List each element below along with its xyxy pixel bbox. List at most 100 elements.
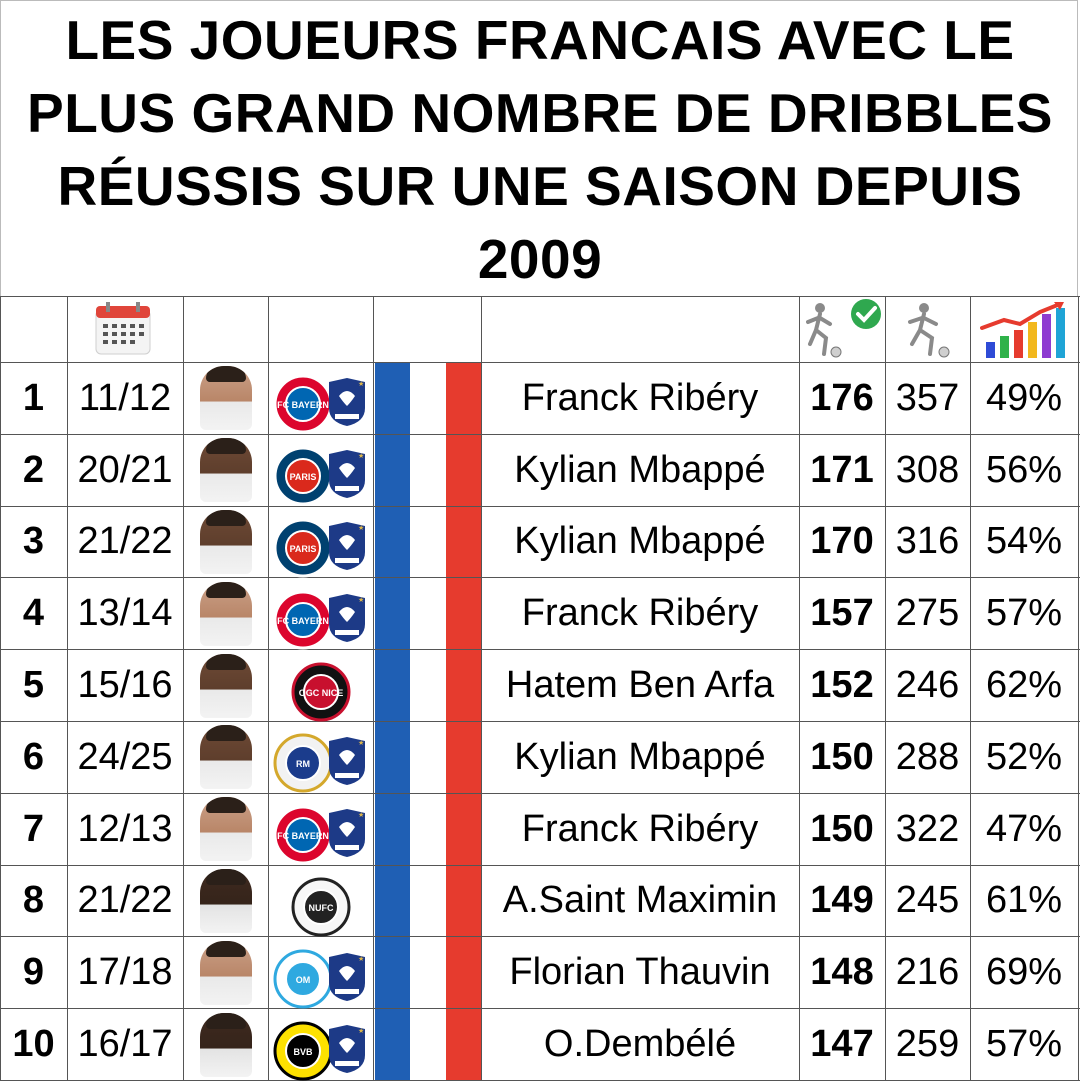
success-rate-cell: 61% (985, 879, 1063, 922)
attempted-dribbles-cell: 275 (895, 592, 960, 635)
real-madrid-logo-icon: RM (273, 733, 333, 793)
success-rate-cell: 57% (985, 1023, 1063, 1066)
successful-dribbles-cell: 150 (810, 807, 874, 850)
attempted-dribbles-cell: 357 (895, 376, 960, 419)
player-photo-cell (183, 363, 268, 434)
rank-cell: 5 (22, 664, 45, 707)
attempted-dribbles-cell: 246 (895, 664, 960, 707)
france-team-logo-icon: ★ (327, 448, 367, 500)
psg-logo-icon: PARIS (273, 446, 333, 506)
club-logo-cell: FC BAYERN ★ (268, 578, 373, 650)
bayern-munich-logo-icon: FC BAYERN (273, 374, 333, 434)
grid-row-line (0, 506, 1080, 507)
grid-row-line (0, 296, 1080, 297)
logo-group: OGC NICE (271, 656, 371, 722)
grid-column-line (373, 296, 374, 1080)
player-photo-cell (183, 722, 268, 793)
success-rate-cell: 49% (985, 376, 1063, 419)
france-team-logo-icon: ★ (327, 735, 367, 787)
successful-dribbles-cell: 150 (810, 735, 874, 778)
france-team-logo-icon: ★ (327, 520, 367, 572)
player-photo-cell (183, 435, 268, 506)
club-logo-cell: PARIS ★ (268, 435, 373, 506)
player-photo (199, 581, 252, 646)
grid-column-line (885, 296, 886, 1080)
rank-cell: 9 (22, 951, 45, 994)
svg-text:★: ★ (358, 1027, 364, 1035)
success-rate-cell: 47% (985, 807, 1063, 850)
grid-column-line (67, 296, 68, 1080)
player-name-cell: Kylian Mbappé (514, 448, 766, 491)
logo-group: PARIS ★ (271, 440, 371, 506)
marseille-logo-icon: OM (273, 949, 333, 1009)
rank-cell: 4 (22, 592, 45, 635)
logo-group: RM ★ (271, 727, 371, 793)
success-rate-cell: 56% (985, 448, 1063, 491)
rank-cell: 1 (22, 376, 45, 419)
rank-cell: 2 (22, 448, 45, 491)
rank-cell: 10 (12, 1023, 55, 1066)
grid-row-line (0, 936, 1080, 937)
attempted-dribbles-cell: 245 (895, 879, 960, 922)
player-photo-cell (183, 866, 268, 937)
svg-text:★: ★ (358, 452, 364, 460)
season-cell: 12/13 (77, 807, 173, 850)
svg-text:★: ★ (358, 811, 364, 819)
logo-group: NUFC (271, 871, 371, 937)
player-name-cell: Kylian Mbappé (514, 520, 766, 563)
svg-text:★: ★ (358, 955, 364, 963)
grid-column-line (0, 296, 1, 1080)
france-team-logo-icon: ★ (327, 951, 367, 1003)
logo-group: FC BAYERN ★ (271, 368, 371, 434)
player-photo (199, 653, 252, 718)
bayern-munich-logo-icon: FC BAYERN (273, 590, 333, 650)
season-cell: 15/16 (77, 664, 173, 707)
grid-column-line (799, 296, 800, 1080)
attempted-dribbles-cell: 288 (895, 735, 960, 778)
logo-group: PARIS ★ (271, 512, 371, 578)
grid-row-line (0, 434, 1080, 435)
grid-column-line (970, 296, 971, 1080)
attempted-dribbles-cell: 322 (895, 807, 960, 850)
grid-column-line (183, 296, 184, 1080)
club-logo-cell: OM ★ (268, 937, 373, 1009)
svg-text:OGC NICE: OGC NICE (298, 688, 343, 698)
svg-text:★: ★ (358, 739, 364, 747)
rank-cell: 8 (22, 879, 45, 922)
success-rate-cell: 57% (985, 592, 1063, 635)
attempted-dribbles-cell: 259 (895, 1023, 960, 1066)
logo-group: OM ★ (271, 943, 371, 1009)
success-rate-cell: 54% (985, 520, 1063, 563)
season-cell: 20/21 (77, 448, 173, 491)
club-logo-cell: FC BAYERN ★ (268, 363, 373, 434)
successful-dribbles-cell: 170 (810, 520, 874, 563)
attempted-dribbles-cell: 216 (895, 951, 960, 994)
club-logo-cell: BVB ★ (268, 1009, 373, 1081)
successful-dribbles-cell: 171 (810, 448, 874, 491)
success-rate-cell: 62% (985, 664, 1063, 707)
france-team-logo-icon: ★ (327, 807, 367, 859)
player-name-cell: Franck Ribéry (521, 807, 759, 850)
svg-text:FC BAYERN: FC BAYERN (277, 400, 329, 410)
logo-group: BVB ★ (271, 1015, 371, 1081)
logo-group: FC BAYERN ★ (271, 799, 371, 865)
rank-cell: 7 (22, 807, 45, 850)
grid-row-line (0, 793, 1080, 794)
attempted-dribbles-cell: 308 (895, 448, 960, 491)
season-cell: 13/14 (77, 592, 173, 635)
season-cell: 21/22 (77, 520, 173, 563)
france-team-logo-icon: ★ (327, 376, 367, 428)
grid-column-line (481, 296, 482, 1080)
success-rate-cell: 52% (985, 735, 1063, 778)
club-logo-cell: OGC NICE (268, 650, 373, 722)
france-team-logo-icon: ★ (327, 592, 367, 644)
player-name-cell: Florian Thauvin (509, 951, 771, 994)
player-name-cell: Franck Ribéry (521, 592, 759, 635)
successful-dribbles-cell: 176 (810, 376, 874, 419)
ogc-nice-logo-icon: OGC NICE (291, 662, 351, 722)
player-photo (199, 509, 252, 574)
player-photo-cell (183, 578, 268, 649)
svg-text:★: ★ (358, 380, 364, 388)
rank-cell: 3 (22, 520, 45, 563)
successful-dribbles-cell: 157 (810, 592, 874, 635)
